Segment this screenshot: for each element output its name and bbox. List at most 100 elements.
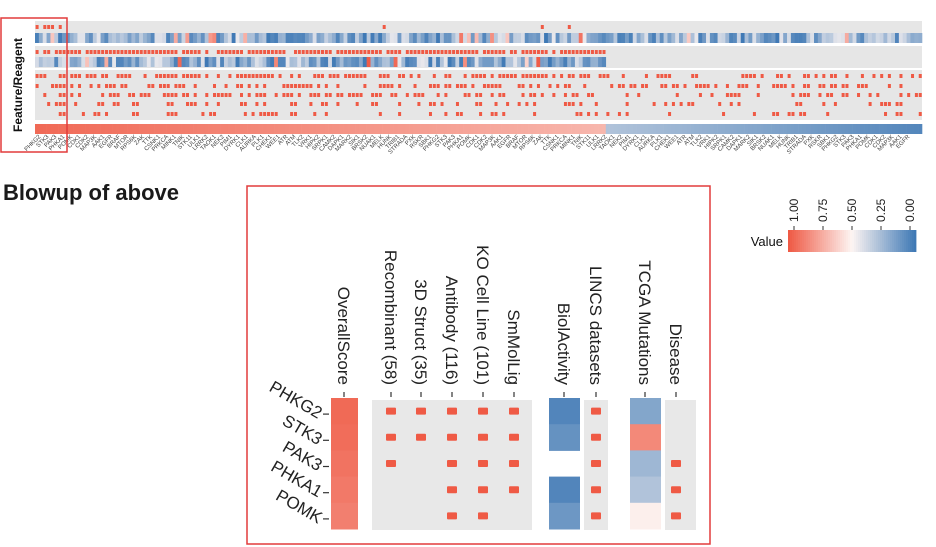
overview-score-cell <box>301 124 306 134</box>
overview-dot <box>263 93 267 97</box>
overview-heat-cell <box>204 33 209 43</box>
overview-heat-cell <box>544 33 549 43</box>
overview-heat-cell <box>393 33 398 43</box>
overview-heat-cell <box>817 33 823 43</box>
overview-heat-cell <box>455 33 460 43</box>
overview-dot <box>320 102 324 106</box>
overview-dot <box>698 93 702 97</box>
overview-dot <box>536 84 540 88</box>
legend-gradient-cell <box>822 230 825 252</box>
overview-y-axis-title: Feature/Reagent <box>11 38 25 132</box>
overview-heat-cell <box>254 33 259 43</box>
overview-heat-cell <box>852 33 857 43</box>
overview-dot <box>687 102 691 106</box>
overview-dot <box>899 102 903 106</box>
overview-dot <box>868 93 872 97</box>
overview-dot <box>644 84 648 88</box>
overview-dot <box>324 84 328 88</box>
overview-dot <box>120 74 124 78</box>
overview-dot <box>752 74 756 78</box>
overview-dot <box>274 93 278 97</box>
overview-dot <box>182 74 186 78</box>
overview-score-cell <box>513 124 518 134</box>
legend-gradient-cell <box>828 230 831 252</box>
legend-gradient-cell <box>894 230 897 252</box>
overview-score-cell <box>775 124 780 134</box>
overview-heat-cell <box>497 33 502 43</box>
overview-dot <box>432 102 436 106</box>
overview-dot <box>899 74 903 78</box>
overview-dot <box>521 74 525 78</box>
overview-dot <box>162 74 166 78</box>
overview-dot <box>386 84 390 88</box>
overview-dot <box>81 112 85 116</box>
overview-heat-cell <box>590 57 595 67</box>
overview-heat-cell <box>189 57 194 67</box>
overview-score-cell <box>393 124 398 134</box>
overview-heat-cell <box>146 33 151 43</box>
overview-heat-cell <box>493 33 499 43</box>
overview-score-cell <box>62 124 67 134</box>
overview-score-cell <box>860 124 865 134</box>
legend-gradient-cell <box>824 230 827 252</box>
overview-heat-cell <box>601 33 607 43</box>
overview-dot <box>621 84 625 88</box>
overview-dot <box>305 84 309 88</box>
overview-dot <box>533 74 537 78</box>
overview-score-cell <box>802 124 807 134</box>
overview-heat-cell <box>698 33 703 43</box>
overview-dot <box>247 50 251 54</box>
overview-heat-cell <box>455 57 460 67</box>
overview-dot <box>74 50 78 54</box>
overview-dot <box>101 93 105 97</box>
overview-score-cell <box>501 124 506 134</box>
overview-dot <box>324 102 328 106</box>
legend-gradient-cell <box>792 230 795 252</box>
overview-heat-cell <box>328 33 333 43</box>
overview-dot <box>186 74 189 78</box>
overview-score-cell <box>856 124 861 134</box>
overview-score-cell <box>902 124 907 134</box>
overview-heat-cell <box>447 57 452 67</box>
overview-dot <box>911 74 915 78</box>
overview-dot <box>610 84 614 88</box>
overview-dot <box>691 74 695 78</box>
overview-heat-cell <box>829 33 834 43</box>
overview-heat-cell <box>339 33 344 43</box>
overview-heat-cell <box>243 57 248 67</box>
overview-dot <box>166 50 170 54</box>
overview-dot <box>455 112 459 116</box>
overview-heat-cell <box>181 33 186 43</box>
overview-dot <box>259 112 263 116</box>
overview-score-cell <box>297 124 302 134</box>
overview-score-cell <box>806 124 811 134</box>
overview-dot <box>567 102 571 106</box>
overview-score-cell <box>582 124 587 134</box>
overview-heat-cell <box>100 57 105 67</box>
overview-score-cell <box>312 124 317 134</box>
overview-dot <box>455 84 459 88</box>
overview-score-cell <box>671 124 676 134</box>
legend-gradient-cell <box>884 230 887 252</box>
overview-heat-cell <box>532 33 537 43</box>
overview-dot <box>359 93 363 97</box>
overview-dot <box>251 112 255 116</box>
overview-dot <box>475 50 479 54</box>
legend-tick-label: 0.75 <box>816 198 830 222</box>
legend-gradient-cell <box>852 230 855 252</box>
overview-heat-cell <box>409 57 414 67</box>
legend-gradient-cell <box>888 230 891 252</box>
overview-dot <box>54 50 58 54</box>
overview-dot <box>413 84 417 88</box>
overview-dot <box>432 74 436 78</box>
overview-heat-cell <box>92 57 98 67</box>
overview-heat-cell <box>447 33 452 43</box>
overview-score-cell <box>694 124 699 134</box>
overview-heat-cell <box>571 57 576 67</box>
overview-heat-cell <box>598 57 603 67</box>
overview-dot <box>182 84 186 88</box>
overview-heat-cell <box>798 33 803 43</box>
overview-heat-cell <box>563 57 568 67</box>
overview-dot <box>467 50 471 54</box>
overview-dot <box>745 84 749 88</box>
